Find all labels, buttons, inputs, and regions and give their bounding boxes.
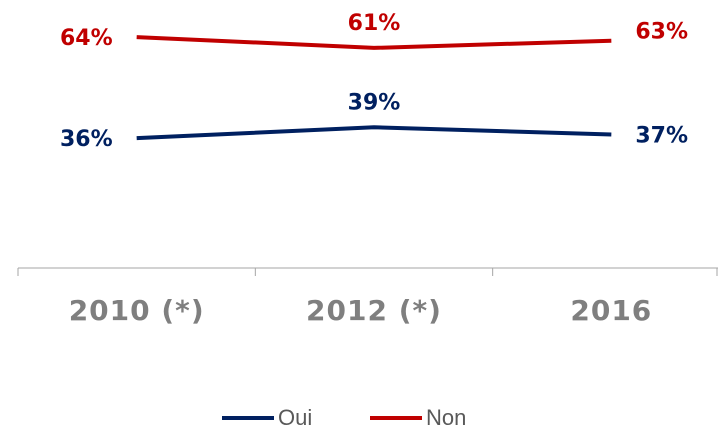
line (136, 35, 612, 50)
data-label: 64% (60, 26, 113, 51)
x-tick-label: 2010 (*) (69, 294, 205, 327)
line (136, 125, 612, 141)
data-label: 37% (635, 124, 688, 149)
data-label: 36% (60, 127, 113, 152)
data-label: 61% (348, 11, 401, 36)
data-label: 63% (635, 20, 688, 45)
legend-label: Non (426, 405, 466, 430)
x-tick-label: 2012 (*) (306, 294, 442, 327)
data-label: 39% (348, 90, 401, 115)
legend-label: Oui (278, 405, 312, 430)
x-tick-label: 2016 (570, 294, 652, 327)
